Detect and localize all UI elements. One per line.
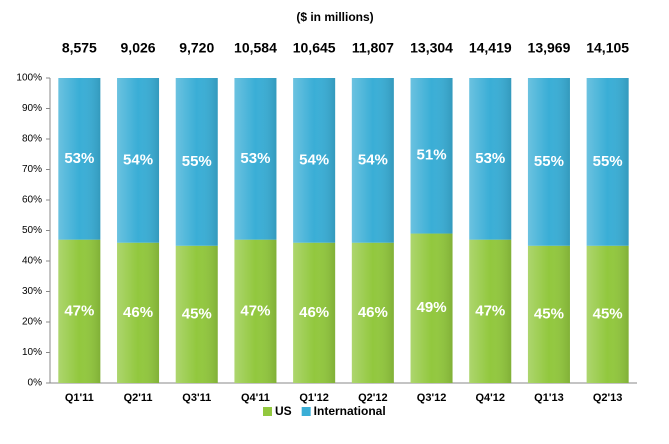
segment-label: 51% [417,147,447,164]
y-tick-label: 0% [28,378,43,389]
x-tick-label: Q2'11 [124,392,153,404]
segment-label: 47% [64,302,94,319]
segment-label: 53% [240,150,270,167]
chart-title: ($ in millions) [296,10,373,24]
total-label: 9,026 [121,40,156,56]
bar-shade [351,78,394,243]
bar-shade [469,78,512,240]
total-label: 10,645 [293,40,336,56]
legend-label: International [314,404,386,418]
segment-label: 54% [358,151,388,168]
segment-label: 53% [475,150,505,167]
bar-shade [527,245,570,383]
x-tick-label: Q2'13 [593,392,623,404]
segment-label: 45% [534,305,564,322]
bar-shade [469,239,512,383]
total-label: 13,304 [410,40,453,56]
x-tick-label: Q1'11 [65,392,94,404]
y-tick-label: 30% [22,286,42,297]
bar-shade [58,239,101,383]
legend-label: US [275,404,292,418]
x-tick-label: Q1'12 [299,392,329,404]
x-tick-label: Q3'12 [417,392,447,404]
segment-label: 53% [64,150,94,167]
segment-label: 46% [299,304,329,321]
segment-label: 55% [534,153,564,170]
segment-label: 54% [123,151,153,168]
segment-label: 47% [475,302,505,319]
y-tick-label: 10% [22,347,42,358]
total-label: 9,720 [179,40,214,56]
legend-swatch [301,407,311,416]
y-tick-label: 90% [22,103,42,114]
total-label: 11,807 [352,40,394,56]
total-label: 14,419 [469,40,512,56]
bar-shade [527,78,570,246]
segment-label: 45% [182,305,212,322]
segment-label: 54% [299,151,329,168]
bar-shade [293,242,336,383]
bar-shade [117,78,160,243]
total-label: 10,584 [234,40,277,56]
segment-label: 55% [182,153,212,170]
bar-shade [175,78,218,246]
y-tick-label: 50% [22,225,42,236]
segment-label: 49% [417,299,447,316]
segment-label: 55% [593,153,623,170]
x-tick-label: Q3'11 [182,392,211,404]
y-tick-label: 60% [22,195,42,206]
total-label: 13,969 [528,40,571,56]
bar-shade [175,245,218,383]
bar-shade [586,78,629,246]
total-label: 8,575 [62,40,97,56]
y-tick-label: 100% [16,73,42,84]
bar-shade [351,242,394,383]
segment-label: 46% [358,304,388,321]
y-tick-label: 70% [22,164,42,175]
bar-shade [234,78,277,240]
x-tick-label: Q4'12 [475,392,505,404]
legend-swatch [263,407,272,416]
segment-label: 47% [240,302,270,319]
segment-label: 46% [123,304,153,321]
bar-shade [58,78,101,240]
total-label: 14,105 [586,40,629,56]
x-tick-label: Q4'11 [241,392,270,404]
bar-shade [586,245,629,383]
segment-label: 45% [593,305,623,322]
bar-shade [117,242,160,383]
x-tick-label: Q2'12 [358,392,388,404]
y-tick-label: 40% [22,256,42,267]
bar-shade [410,78,453,234]
x-tick-label: Q1'13 [534,392,564,404]
bar-shade [293,78,336,243]
y-tick-label: 80% [22,134,42,145]
y-tick-label: 20% [22,317,42,328]
bar-shade [410,233,453,383]
bar-shade [234,239,277,383]
